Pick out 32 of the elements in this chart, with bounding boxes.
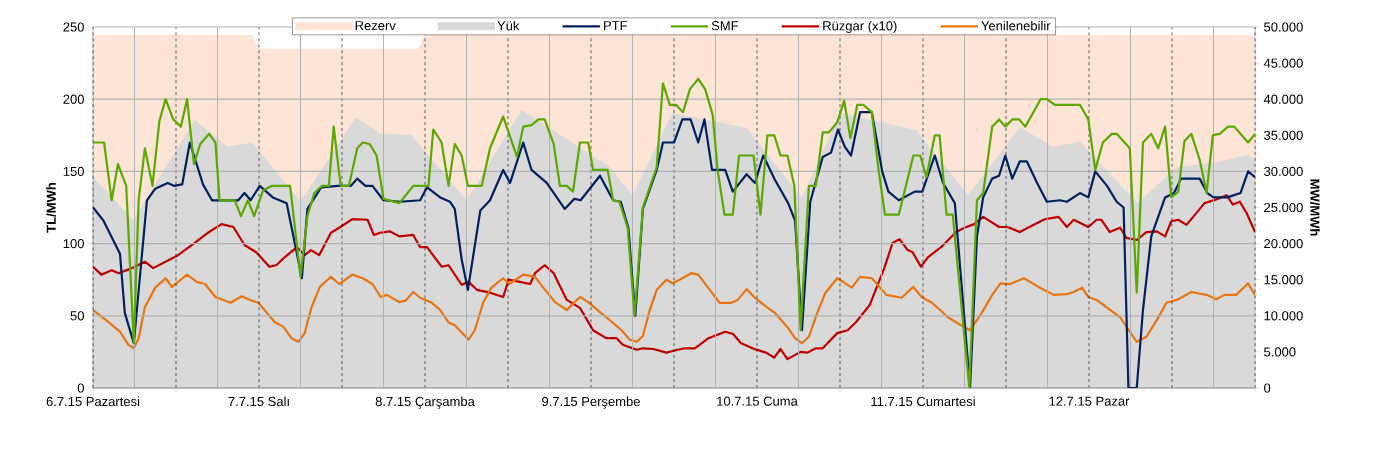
- y2-tick-label: 45.000: [1263, 58, 1303, 68]
- x-tick-label: 7.7.15 Salı: [228, 396, 289, 407]
- y2-tick-label: 0: [1264, 383, 1271, 393]
- y2-axis-title: MW/MWh: [1310, 179, 1320, 236]
- legend-label: Yenilenebilir: [981, 20, 1051, 31]
- x-tick-label: 11.7.15 Cumartesi: [871, 396, 975, 407]
- y-tick-label: 50: [70, 311, 84, 321]
- x-tick-label: 6.7.15 Pazartesi: [46, 396, 140, 407]
- legend-label: PTF: [604, 21, 628, 31]
- y2-tick-label: 15.000: [1264, 275, 1303, 285]
- y2-tick-label: 35.000: [1264, 130, 1303, 140]
- x-tick-label: 8.7.15 Çarşamba: [375, 396, 475, 409]
- y2-tick-label: 30.000: [1264, 166, 1303, 176]
- legend-label: Rezerv: [355, 21, 396, 31]
- y2-tick-label: 40.000: [1263, 94, 1303, 104]
- y-tick-label: 0: [77, 383, 84, 393]
- y2-tick-label: 25.000: [1264, 202, 1303, 213]
- y-axis-title: TL/MWh: [46, 183, 56, 233]
- y2-tick-label: 5.000: [1264, 347, 1296, 357]
- x-tick-label: 9.7.15 Perşembe: [542, 396, 640, 409]
- y-tick-label: 200: [63, 94, 84, 104]
- y2-tick-label: 50.000: [1264, 22, 1303, 32]
- legend-label: Yük: [497, 20, 520, 31]
- y2-tick-label: 20.000: [1264, 239, 1303, 249]
- y-tick-label: 250: [63, 22, 84, 32]
- y-tick-label: 150: [63, 166, 84, 176]
- y-tick-label: 100: [63, 239, 84, 249]
- legend-label: SMF: [711, 21, 739, 31]
- x-tick-label: 12.7.15 Pazar: [1049, 396, 1130, 406]
- legend-label: Rüzgar (x10): [823, 20, 897, 34]
- x-tick-label: 10.7.15 Cuma: [717, 396, 798, 406]
- y2-tick-label: 10.000: [1264, 311, 1303, 321]
